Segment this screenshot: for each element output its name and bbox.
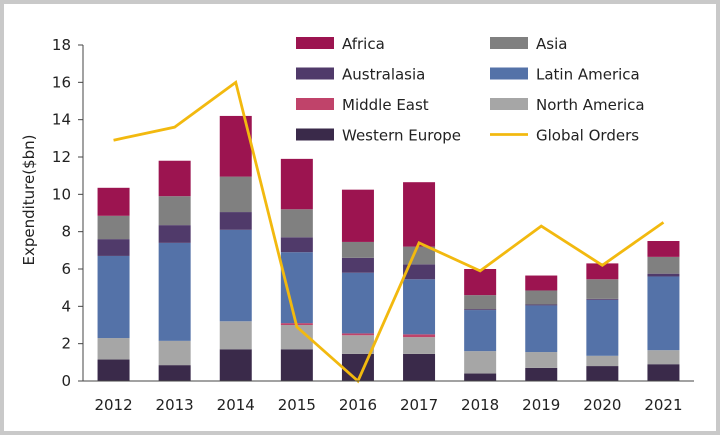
bar-segment-africa-2017 (403, 182, 436, 247)
bar-segment-middle-east-2017 (403, 334, 436, 338)
legend-label-middle-east: Middle East (342, 96, 429, 114)
bar-segment-latin-america-2020 (586, 299, 619, 356)
bar-segment-asia-2016 (341, 241, 374, 258)
x-tick-label: 2021 (644, 396, 682, 414)
y-tick-label: 12 (52, 148, 71, 166)
bar-segment-australasia-2020 (586, 298, 619, 300)
bar-segment-asia-2015 (280, 209, 313, 238)
bar-segment-western-europe-2013 (158, 365, 191, 381)
x-tick-label: 2012 (94, 396, 132, 414)
y-tick-label: 16 (52, 73, 71, 91)
bar-segment-africa-2020 (586, 263, 619, 280)
bar-segment-north-america-2021 (647, 350, 680, 365)
legend-label-africa: Africa (342, 35, 385, 53)
bar-segment-asia-2021 (647, 256, 680, 274)
y-axis-label: Expenditure($bn) (20, 134, 38, 265)
legend-swatch-asia (490, 37, 528, 49)
legend-swatch-north-america (490, 98, 528, 110)
bar-segment-australasia-2019 (525, 304, 558, 306)
bar-segment-western-europe-2014 (219, 349, 252, 381)
bar-segment-north-america-2020 (586, 355, 619, 367)
bar-segment-western-europe-2015 (280, 349, 313, 381)
bar-segment-north-america-2014 (219, 321, 252, 350)
x-tick-label: 2013 (156, 396, 194, 414)
x-tick-label: 2018 (461, 396, 499, 414)
legend-swatch-australasia (296, 67, 334, 80)
bar-segment-north-america-2013 (158, 340, 191, 366)
bar-segment-asia-2013 (158, 196, 191, 226)
legend-label-north-america: North America (536, 96, 645, 114)
x-tick-label: 2019 (522, 396, 560, 414)
bar-segment-western-europe-2019 (525, 367, 558, 381)
bar-segment-africa-2016 (341, 189, 374, 242)
bar-segment-africa-2012 (97, 187, 130, 216)
bar-segment-africa-2019 (525, 275, 558, 291)
bar-segment-latin-america-2021 (647, 276, 680, 351)
bar-segment-north-america-2012 (97, 338, 130, 360)
bar-segment-north-america-2016 (341, 335, 374, 354)
y-tick-label: 8 (61, 223, 71, 241)
y-tick-label: 4 (61, 297, 71, 315)
bar-segment-australasia-2014 (219, 212, 252, 230)
bar-segment-western-europe-2018 (464, 373, 497, 381)
bar-segment-asia-2018 (464, 295, 497, 310)
bar-segment-africa-2013 (158, 160, 191, 197)
x-tick-label: 2014 (217, 396, 255, 414)
y-tick-label: 18 (52, 36, 71, 54)
bar-segment-latin-america-2019 (525, 305, 558, 353)
bar-segment-western-europe-2017 (403, 353, 436, 381)
y-tick-label: 2 (61, 335, 71, 353)
bar-segment-australasia-2021 (647, 273, 680, 277)
legend-label-australasia: Australasia (342, 66, 425, 84)
bar-segment-africa-2015 (280, 158, 313, 210)
bar-segment-latin-america-2018 (464, 310, 497, 352)
bar-segment-western-europe-2012 (97, 359, 130, 381)
bar-segment-asia-2019 (525, 290, 558, 305)
bar-segment-australasia-2012 (97, 239, 130, 256)
bar-segment-north-america-2019 (525, 352, 558, 368)
y-tick-label: 0 (61, 372, 71, 390)
bar-segment-latin-america-2013 (158, 242, 191, 341)
bar-segment-western-europe-2020 (586, 366, 619, 381)
legend-label-latin-america: Latin America (536, 66, 640, 84)
y-tick-label: 14 (52, 111, 71, 129)
bar-segment-australasia-2016 (341, 257, 374, 273)
legend-swatch-latin-america (490, 67, 528, 80)
legend-swatch-middle-east (296, 98, 334, 110)
legend-label-asia: Asia (536, 35, 567, 53)
bar-segment-australasia-2015 (280, 237, 313, 253)
y-tick-label: 10 (52, 185, 71, 203)
y-tick-label: 6 (61, 260, 71, 278)
bar-segment-australasia-2013 (158, 225, 191, 243)
bar-segment-africa-2021 (647, 241, 680, 257)
legend-label-western-europe: Western Europe (342, 127, 461, 145)
line-global-orders (113, 79, 665, 384)
bar-segment-africa-2018 (464, 269, 497, 296)
bar-segment-australasia-2018 (464, 309, 497, 311)
x-tick-label: 2015 (278, 396, 316, 414)
bar-segment-north-america-2018 (464, 351, 497, 374)
bar-segment-western-europe-2021 (647, 364, 680, 381)
bar-segment-middle-east-2016 (341, 333, 374, 336)
x-tick-label: 2016 (339, 396, 377, 414)
stacked-bar-line-chart: 0 2 4 6 8 10 12 14 16 18 2012 2013 2014 2015 2016 2017 2… (20, 35, 694, 414)
x-tick-label: 2017 (400, 396, 438, 414)
bar-segment-north-america-2017 (403, 337, 436, 354)
legend-swatch-africa (296, 37, 334, 49)
legend-label-global-orders: Global Orders (536, 127, 639, 145)
bar-segment-asia-2012 (97, 215, 130, 240)
bar-segment-australasia-2017 (403, 264, 436, 280)
bar-segment-latin-america-2014 (219, 229, 252, 322)
bar-segment-asia-2020 (586, 279, 619, 299)
bar-segment-latin-america-2012 (97, 255, 130, 339)
bar-segment-asia-2014 (219, 176, 252, 213)
legend-swatch-western-europe (296, 128, 334, 141)
x-tick-label: 2020 (583, 396, 621, 414)
bar-segment-latin-america-2016 (341, 272, 374, 334)
bar-segment-latin-america-2017 (403, 279, 436, 335)
